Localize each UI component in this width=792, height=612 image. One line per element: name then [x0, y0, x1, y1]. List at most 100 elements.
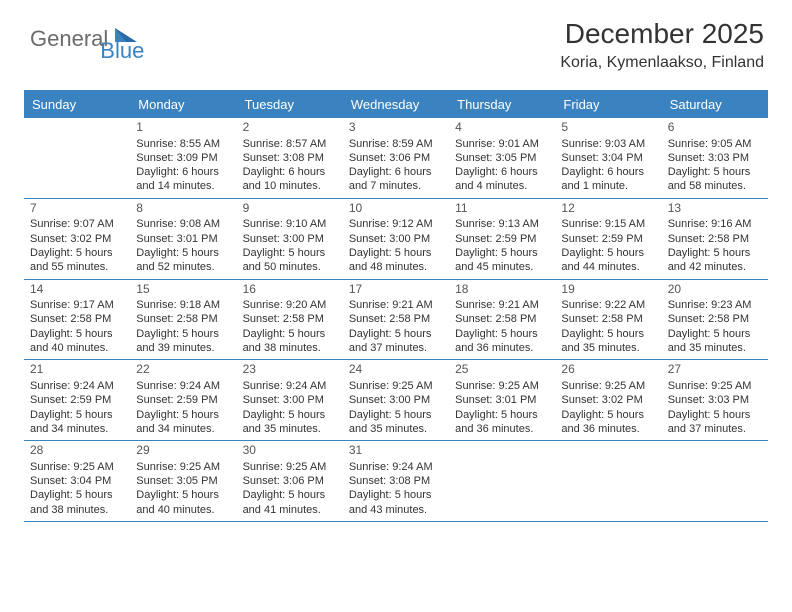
- day-number: 14: [30, 282, 124, 298]
- sunrise-text: Sunrise: 9:24 AM: [243, 379, 337, 393]
- sunset-text: Sunset: 2:58 PM: [243, 312, 337, 326]
- daylight-text: Daylight: 5 hours and 42 minutes.: [668, 246, 762, 275]
- daylight-text: Daylight: 6 hours and 10 minutes.: [243, 165, 337, 194]
- sunrise-text: Sunrise: 9:24 AM: [30, 379, 124, 393]
- calendar-day: 14Sunrise: 9:17 AMSunset: 2:58 PMDayligh…: [24, 280, 130, 360]
- sunset-text: Sunset: 3:05 PM: [455, 151, 549, 165]
- calendar-week: 28Sunrise: 9:25 AMSunset: 3:04 PMDayligh…: [24, 441, 768, 522]
- day-number: 30: [243, 443, 337, 459]
- sunrise-text: Sunrise: 8:57 AM: [243, 137, 337, 151]
- sunrise-text: Sunrise: 9:03 AM: [561, 137, 655, 151]
- daylight-text: Daylight: 5 hours and 35 minutes.: [243, 408, 337, 437]
- day-number: 10: [349, 201, 443, 217]
- daylight-text: Daylight: 5 hours and 38 minutes.: [243, 327, 337, 356]
- calendar-day-empty: [24, 118, 130, 198]
- logo-word-blue: Blue: [100, 38, 144, 64]
- calendar-week: 21Sunrise: 9:24 AMSunset: 2:59 PMDayligh…: [24, 360, 768, 441]
- calendar-day: 30Sunrise: 9:25 AMSunset: 3:06 PMDayligh…: [237, 441, 343, 521]
- sunset-text: Sunset: 3:04 PM: [561, 151, 655, 165]
- calendar-week: 7Sunrise: 9:07 AMSunset: 3:02 PMDaylight…: [24, 199, 768, 280]
- calendar-day: 13Sunrise: 9:16 AMSunset: 2:58 PMDayligh…: [662, 199, 768, 279]
- daylight-text: Daylight: 5 hours and 45 minutes.: [455, 246, 549, 275]
- calendar-day: 7Sunrise: 9:07 AMSunset: 3:02 PMDaylight…: [24, 199, 130, 279]
- daylight-text: Daylight: 6 hours and 7 minutes.: [349, 165, 443, 194]
- daylight-text: Daylight: 5 hours and 50 minutes.: [243, 246, 337, 275]
- sunset-text: Sunset: 2:58 PM: [668, 312, 762, 326]
- daylight-text: Daylight: 5 hours and 39 minutes.: [136, 327, 230, 356]
- day-number: 3: [349, 120, 443, 136]
- day-number: 8: [136, 201, 230, 217]
- sunset-text: Sunset: 3:00 PM: [243, 232, 337, 246]
- daylight-text: Daylight: 5 hours and 35 minutes.: [561, 327, 655, 356]
- daylight-text: Daylight: 6 hours and 1 minute.: [561, 165, 655, 194]
- sunset-text: Sunset: 2:58 PM: [561, 312, 655, 326]
- sunset-text: Sunset: 3:09 PM: [136, 151, 230, 165]
- calendar-day: 21Sunrise: 9:24 AMSunset: 2:59 PMDayligh…: [24, 360, 130, 440]
- sunrise-text: Sunrise: 9:25 AM: [243, 460, 337, 474]
- calendar-day: 17Sunrise: 9:21 AMSunset: 2:58 PMDayligh…: [343, 280, 449, 360]
- calendar-week: 14Sunrise: 9:17 AMSunset: 2:58 PMDayligh…: [24, 280, 768, 361]
- day-number: 27: [668, 362, 762, 378]
- calendar-day: 29Sunrise: 9:25 AMSunset: 3:05 PMDayligh…: [130, 441, 236, 521]
- day-header-sunday: Sunday: [24, 92, 130, 118]
- calendar-day: 4Sunrise: 9:01 AMSunset: 3:05 PMDaylight…: [449, 118, 555, 198]
- daylight-text: Daylight: 5 hours and 36 minutes.: [561, 408, 655, 437]
- sunrise-text: Sunrise: 9:21 AM: [349, 298, 443, 312]
- page-subtitle: Koria, Kymenlaakso, Finland: [560, 54, 764, 72]
- sunrise-text: Sunrise: 9:25 AM: [455, 379, 549, 393]
- sunset-text: Sunset: 2:59 PM: [455, 232, 549, 246]
- daylight-text: Daylight: 5 hours and 37 minutes.: [668, 408, 762, 437]
- calendar-day: 9Sunrise: 9:10 AMSunset: 3:00 PMDaylight…: [237, 199, 343, 279]
- daylight-text: Daylight: 5 hours and 36 minutes.: [455, 327, 549, 356]
- page-title: December 2025: [560, 18, 764, 50]
- daylight-text: Daylight: 5 hours and 52 minutes.: [136, 246, 230, 275]
- sunset-text: Sunset: 3:03 PM: [668, 151, 762, 165]
- calendar-day: 27Sunrise: 9:25 AMSunset: 3:03 PMDayligh…: [662, 360, 768, 440]
- sunset-text: Sunset: 2:58 PM: [136, 312, 230, 326]
- calendar-day: 23Sunrise: 9:24 AMSunset: 3:00 PMDayligh…: [237, 360, 343, 440]
- calendar-day-empty: [555, 441, 661, 521]
- sunset-text: Sunset: 2:58 PM: [349, 312, 443, 326]
- sunset-text: Sunset: 2:59 PM: [136, 393, 230, 407]
- calendar-day: 8Sunrise: 9:08 AMSunset: 3:01 PMDaylight…: [130, 199, 236, 279]
- sunset-text: Sunset: 3:02 PM: [30, 232, 124, 246]
- sunrise-text: Sunrise: 9:25 AM: [668, 379, 762, 393]
- sunset-text: Sunset: 2:59 PM: [30, 393, 124, 407]
- sunrise-text: Sunrise: 9:15 AM: [561, 217, 655, 231]
- day-number: 7: [30, 201, 124, 217]
- sunset-text: Sunset: 3:00 PM: [349, 393, 443, 407]
- day-number: 26: [561, 362, 655, 378]
- sunset-text: Sunset: 3:08 PM: [349, 474, 443, 488]
- daylight-text: Daylight: 5 hours and 40 minutes.: [136, 488, 230, 517]
- day-header-monday: Monday: [130, 92, 236, 118]
- sunset-text: Sunset: 3:01 PM: [455, 393, 549, 407]
- sunset-text: Sunset: 3:04 PM: [30, 474, 124, 488]
- calendar-day: 25Sunrise: 9:25 AMSunset: 3:01 PMDayligh…: [449, 360, 555, 440]
- day-number: 19: [561, 282, 655, 298]
- sunset-text: Sunset: 2:58 PM: [455, 312, 549, 326]
- day-number: 17: [349, 282, 443, 298]
- daylight-text: Daylight: 5 hours and 38 minutes.: [30, 488, 124, 517]
- sunrise-text: Sunrise: 9:05 AM: [668, 137, 762, 151]
- calendar-week: 1Sunrise: 8:55 AMSunset: 3:09 PMDaylight…: [24, 118, 768, 199]
- header: December 2025 Koria, Kymenlaakso, Finlan…: [560, 18, 764, 72]
- sunrise-text: Sunrise: 9:20 AM: [243, 298, 337, 312]
- day-header-tuesday: Tuesday: [237, 92, 343, 118]
- calendar-day: 16Sunrise: 9:20 AMSunset: 2:58 PMDayligh…: [237, 280, 343, 360]
- sunrise-text: Sunrise: 9:13 AM: [455, 217, 549, 231]
- sunset-text: Sunset: 2:59 PM: [561, 232, 655, 246]
- sunrise-text: Sunrise: 9:25 AM: [136, 460, 230, 474]
- sunrise-text: Sunrise: 9:10 AM: [243, 217, 337, 231]
- calendar-day: 18Sunrise: 9:21 AMSunset: 2:58 PMDayligh…: [449, 280, 555, 360]
- day-number: 13: [668, 201, 762, 217]
- calendar-day-empty: [449, 441, 555, 521]
- day-number: 29: [136, 443, 230, 459]
- sunrise-text: Sunrise: 9:17 AM: [30, 298, 124, 312]
- calendar-day: 6Sunrise: 9:05 AMSunset: 3:03 PMDaylight…: [662, 118, 768, 198]
- daylight-text: Daylight: 5 hours and 40 minutes.: [30, 327, 124, 356]
- sunset-text: Sunset: 3:06 PM: [243, 474, 337, 488]
- sunset-text: Sunset: 3:00 PM: [349, 232, 443, 246]
- daylight-text: Daylight: 5 hours and 44 minutes.: [561, 246, 655, 275]
- sunset-text: Sunset: 3:01 PM: [136, 232, 230, 246]
- daylight-text: Daylight: 5 hours and 55 minutes.: [30, 246, 124, 275]
